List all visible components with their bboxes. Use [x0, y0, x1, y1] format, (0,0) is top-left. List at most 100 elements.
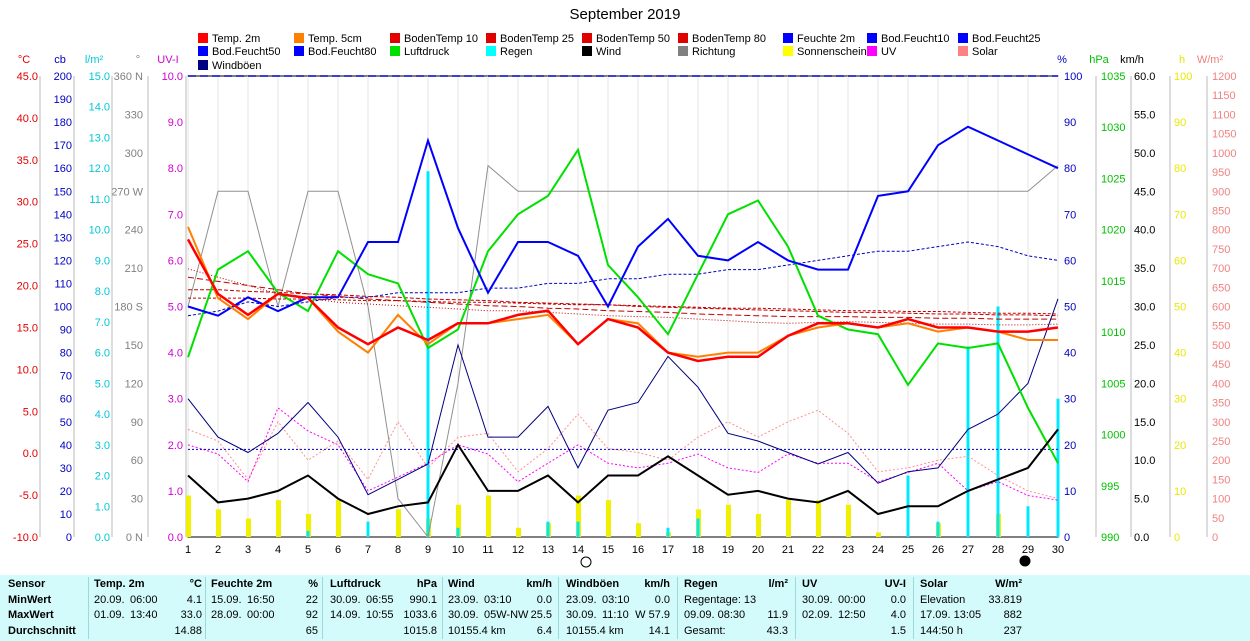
sunh-tick-label: 50: [1174, 302, 1186, 314]
uv-tick-label: 2.0: [168, 440, 183, 452]
press-tick-label: 1015: [1101, 276, 1125, 288]
solar-tick-label: 800: [1212, 225, 1230, 237]
press-tick-label: 995: [1101, 481, 1119, 493]
feuchte-min-date: 15.09.: [211, 593, 242, 606]
uv-tick-label: 3.0: [168, 394, 183, 406]
legend-label: BodenTemp 10: [404, 33, 478, 45]
regen-max-date: 09.09. 08:30: [684, 609, 746, 621]
dir-tick-label: 240: [125, 225, 143, 237]
legend-label: Feuchte 2m: [797, 33, 856, 45]
legend-swatch: [198, 60, 208, 70]
uv-avg-value: 1.5: [890, 624, 906, 637]
sunshine-bar: [636, 523, 641, 537]
legend-item: BodenTemp 25: [486, 32, 574, 46]
x-tick-label: 27: [962, 544, 974, 556]
solar-line: [187, 409, 1059, 500]
solar-tick-label: 1150: [1212, 90, 1236, 102]
feuchte-title: Feuchte 2m: [211, 578, 273, 590]
x-tick-label: 3: [245, 544, 251, 556]
uv-tick-label: 6.0: [168, 255, 183, 267]
feuchte-min-value: 22: [305, 593, 318, 606]
wind-unit: km/h: [526, 578, 552, 590]
solar-max-value: 882: [1003, 609, 1022, 621]
solar-axis-unit: W/m²: [1197, 54, 1224, 66]
hum-tick-label: 100: [1064, 71, 1082, 83]
windboen-column: Windböen km/h 23.09. 03:10 0.0 30.09. 11:10 W…: [566, 577, 670, 639]
dir-tick-label: 180 S: [114, 302, 143, 314]
dir-tick-label: 300: [125, 148, 143, 160]
solar-tick-label: 500: [1212, 340, 1230, 352]
sunshine-bar: [456, 504, 461, 537]
rain-bar: [306, 530, 310, 537]
solar-tick-label: 600: [1212, 302, 1230, 314]
solar-tick-label: 100: [1212, 494, 1230, 506]
rain-tick-label: 0.0: [95, 532, 110, 544]
temp-tick-label: 10.0: [17, 364, 38, 376]
solar-tick-label: 1000: [1212, 148, 1236, 160]
maxwert-label: MaxWert: [8, 609, 54, 621]
hum-tick-label: 50: [1064, 302, 1076, 314]
cb-tick-label: 90: [60, 325, 72, 337]
temp-tick-label: -10.0: [13, 532, 38, 544]
legend-swatch: [582, 33, 592, 43]
cb-tick-label: 0: [66, 532, 72, 544]
wind-tick-label: 25.0: [1134, 340, 1155, 352]
cb-tick-label: 40: [60, 440, 72, 452]
solar-tick-label: 1050: [1212, 129, 1236, 141]
boen-max-time: 11:10: [602, 609, 629, 621]
cb-tick-label: 10: [60, 509, 72, 521]
legend-swatch: [958, 46, 968, 56]
press-tick-label: 1005: [1101, 378, 1125, 390]
sunh-tick-label: 80: [1174, 163, 1186, 175]
sunshine-bar: [516, 527, 521, 537]
wind-title: Wind: [448, 578, 475, 590]
dir-axis-unit: °: [136, 54, 140, 66]
press-tick-label: 1020: [1101, 225, 1125, 237]
wind-max-value: 25.5: [530, 609, 552, 621]
wind-column: Wind km/h 23.09. 03:10 0.0 30.09. 05W-NW 25.5…: [448, 577, 552, 639]
legend-label: BodenTemp 50: [596, 33, 670, 45]
sunh-tick-label: 70: [1174, 209, 1186, 221]
wind-tick-label: 60.0: [1134, 71, 1155, 83]
uv-tick-label: 5.0: [168, 302, 183, 314]
sunshine-bar: [846, 504, 851, 537]
rain-tick-label: 11.0: [89, 194, 110, 206]
feuchte-max-date: 28.09.: [211, 609, 242, 621]
solar-tick-label: 400: [1212, 378, 1230, 390]
x-tick-label: 20: [752, 544, 764, 556]
sunh-tick-label: 10: [1174, 486, 1186, 498]
press-tick-label: 1010: [1101, 327, 1125, 339]
wind-tick-label: 15.0: [1134, 417, 1155, 429]
boen-max-date: 30.09.: [566, 609, 597, 621]
legend-swatch: [867, 33, 877, 43]
temp5cm-line: [187, 226, 1058, 358]
uv-tick-label: 9.0: [168, 117, 183, 129]
press-tick-label: 990: [1101, 532, 1119, 544]
statistics-table: Sensor MinWert MaxWert Durchschnitt Temp…: [0, 575, 1250, 641]
bodentemp25-line: [187, 276, 1058, 320]
legend-label: Temp. 5cm: [308, 33, 362, 45]
luft-min-time: 06:55: [366, 593, 394, 606]
x-tick-label: 30: [1052, 544, 1064, 556]
feuchte-max-value: 92: [305, 609, 318, 621]
cb-tick-label: 100: [54, 302, 72, 314]
hum-tick-label: 20: [1064, 440, 1076, 452]
temp2m-line: [186, 238, 1059, 363]
solar-tick-label: 450: [1212, 359, 1230, 371]
wind-tick-label: 5.0: [1134, 494, 1149, 506]
temp-tick-label: -5.0: [19, 490, 38, 502]
boen-min-time: 03:10: [602, 593, 630, 606]
legend-item: Temp. 5cm: [294, 32, 362, 46]
solar-tick-label: 1200: [1212, 71, 1236, 83]
x-tick-label: 16: [632, 544, 644, 556]
cb-tick-label: 110: [54, 278, 72, 290]
solar-tick-label: 900: [1212, 186, 1230, 198]
x-tick-label: 17: [662, 544, 674, 556]
sunshine-bar: [336, 500, 341, 537]
boen-min-date: 23.09.: [566, 593, 597, 606]
minwert-label: MinWert: [8, 593, 52, 606]
rain-bar: [666, 527, 670, 537]
uv-tick-label: 1.0: [168, 486, 183, 498]
wind-tick-label: 40.0: [1134, 225, 1155, 237]
dir-tick-label: 30: [131, 494, 143, 506]
